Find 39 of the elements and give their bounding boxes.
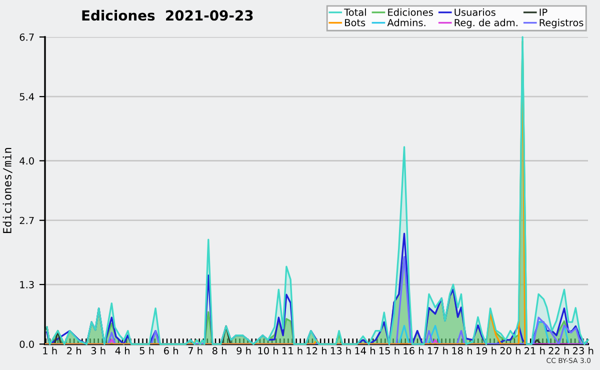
legend-label: Admins. — [387, 18, 426, 26]
y-tick-label: 2.7 — [20, 216, 34, 224]
legend-label: Total — [344, 8, 366, 16]
y-tick-label: 5.4 — [20, 93, 34, 100]
x-tick-label: 18 h — [452, 346, 472, 354]
chart-title: Ediciones 2021-09-23 — [82, 10, 253, 21]
x-tick-label: 8 h — [212, 346, 226, 354]
legend-label: Reg. de adm. — [454, 18, 518, 28]
x-tick-label: 12 h — [306, 346, 326, 354]
x-tick-label: 13 h — [331, 346, 351, 354]
y-tick-label: 0.0 — [20, 340, 34, 348]
x-tick-label: 3 h — [91, 346, 106, 354]
x-tick-label: 15 h — [379, 346, 400, 354]
y-tick-label: 6.7 — [20, 33, 34, 41]
x-tick-label: 7 h — [188, 346, 202, 354]
legend-label: Registros — [540, 18, 584, 28]
x-tick-label: 23 h — [573, 346, 594, 354]
x-tick-label: 16 h — [404, 346, 424, 354]
x-tick-label: 6 h — [164, 346, 178, 354]
x-tick-label: 2 h — [67, 346, 81, 354]
x-tick-label: 1 h — [43, 346, 57, 354]
y-tick-label: 4.0 — [20, 157, 34, 165]
y-axis-title: Ediciones/min — [2, 148, 12, 233]
y-tick-label: 1.3 — [20, 280, 34, 288]
x-tick-label: 14 h — [355, 346, 375, 354]
x-tick-label: 17 h — [428, 346, 448, 354]
x-tick-label: 22 h — [548, 346, 569, 354]
legend-label: IP — [540, 8, 548, 16]
x-tick-label: 21 h — [524, 346, 545, 354]
x-tick-label: 10 h — [258, 346, 278, 354]
x-tick-label: 9 h — [236, 346, 251, 354]
legend-label: Bots — [345, 19, 366, 26]
x-tick-label: 19 h — [476, 346, 496, 354]
x-tick-label: 5 h — [140, 346, 154, 354]
legend-label: Ediciones — [388, 8, 433, 16]
x-tick-label: 11 h — [282, 346, 302, 354]
x-tick-label: 20 h — [500, 346, 520, 354]
legend-label: Usuarios — [454, 8, 496, 16]
x-tick-label: 4 h — [115, 346, 130, 354]
